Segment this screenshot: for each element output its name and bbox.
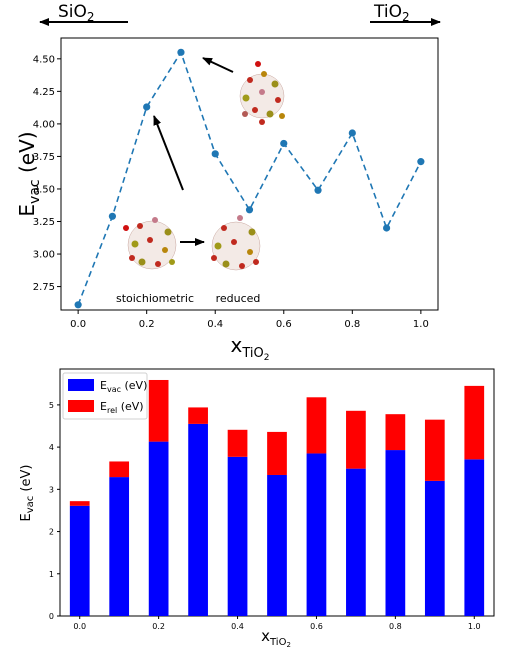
x-tick-label: 0.6 <box>276 319 292 330</box>
annotation-stoichiometric: stoichiometric <box>116 292 194 305</box>
data-point <box>74 301 82 309</box>
y-tick-label: 3 <box>49 485 54 494</box>
structure-image-top <box>239 61 285 125</box>
x-tick-label: 0.8 <box>344 319 360 330</box>
legend-swatch-evac <box>68 379 94 391</box>
bar-evac <box>385 450 406 616</box>
bar-evac <box>148 441 169 616</box>
bar-erel <box>306 397 327 454</box>
bar-erel <box>109 461 130 478</box>
x-tick-label: 0.8 <box>389 622 402 631</box>
data-point <box>245 206 254 214</box>
x-tick-label: 0.4 <box>231 622 244 631</box>
tio2-label: TiO2 <box>373 2 410 24</box>
bar-erel <box>267 431 287 475</box>
bar-chart-x-label: xTiO2 <box>261 627 291 648</box>
legend-swatch-erel <box>68 400 94 412</box>
bar-evac <box>267 474 287 616</box>
bar-erel <box>464 385 485 460</box>
line-chart-frame <box>60 37 439 311</box>
legend: Evac (eV) Erel (eV) <box>62 372 148 420</box>
bar-erel <box>385 414 406 451</box>
data-point <box>280 139 288 148</box>
structure-image-reduced <box>211 215 261 271</box>
y-tick-label: 4.50 <box>33 54 55 65</box>
bar-erel <box>424 419 445 481</box>
data-point <box>211 150 219 158</box>
data-point <box>348 129 356 137</box>
bar-chart-y-label: Evac (eV) <box>19 465 36 522</box>
arrow-to-top-structure <box>202 57 234 73</box>
y-tick-label: 4.00 <box>33 119 55 130</box>
bar-evac <box>227 456 248 616</box>
bar-evac <box>109 477 130 616</box>
structure-image-stoichiometric <box>123 217 177 270</box>
y-tick-label: 0 <box>49 612 54 621</box>
legend-label-erel: Erel (eV) <box>100 400 144 415</box>
y-tick-label: 4.25 <box>33 87 55 98</box>
arrow-to-peak <box>153 115 184 191</box>
data-point <box>314 186 322 194</box>
x-tick-label: 0.4 <box>207 319 223 330</box>
bar-evac <box>346 468 366 616</box>
bar-evac <box>424 480 445 616</box>
y-tick-label: 2 <box>49 528 54 537</box>
line-chart: 0.0 0.2 0.4 0.6 0.8 1.0 2.75 3.00 3.25 3.50 3.75 4.… <box>15 37 439 363</box>
bar-erel <box>188 407 208 424</box>
bar-evac <box>188 423 208 616</box>
y-tick-label: 1 <box>49 570 54 579</box>
data-point <box>108 212 117 220</box>
annotation-reduced: reduced <box>216 292 261 305</box>
y-tick-label: 3.00 <box>33 250 55 261</box>
data-point <box>177 48 185 56</box>
data-point <box>417 158 425 166</box>
x-tick-label: 0.6 <box>310 622 323 631</box>
evac-series-line <box>77 50 422 306</box>
y-tick-label: 3.75 <box>33 152 55 163</box>
x-tick-label: 0.0 <box>70 319 86 330</box>
bar-evac <box>464 459 485 616</box>
x-tick-label: 0.2 <box>152 622 165 631</box>
data-point <box>143 103 151 111</box>
bar-evac <box>69 505 90 616</box>
bar-evac <box>306 453 327 616</box>
legend-label-evac: Evac (eV) <box>100 379 147 394</box>
y-tick-label: 3.50 <box>33 184 55 195</box>
bar-erel <box>69 501 90 506</box>
bar-erel <box>148 379 169 442</box>
bar-erel <box>346 410 366 469</box>
x-tick-label: 1.0 <box>413 319 429 330</box>
sio2-label: SiO2 <box>58 2 95 24</box>
header: SiO2 TiO2 <box>39 2 441 26</box>
x-tick-label: 0.2 <box>139 319 155 330</box>
bar-erel <box>227 429 248 457</box>
y-tick-label: 4 <box>49 443 54 452</box>
x-tick-label: 0.0 <box>73 622 86 631</box>
line-chart-x-label: xTiO2 <box>231 333 270 363</box>
x-tick-label: 1.0 <box>468 622 481 631</box>
y-tick-label: 3.25 <box>33 217 55 228</box>
line-chart-y-label: Evac (eV) <box>15 131 43 216</box>
y-tick-label: 2.75 <box>33 282 55 293</box>
data-point <box>382 224 391 232</box>
y-tick-label: 5 <box>49 401 54 410</box>
bar-chart: 0.0 0.2 0.4 0.6 0.8 1.0 0 1 2 3 4 5 Evac (eV) Erel … <box>19 368 495 648</box>
